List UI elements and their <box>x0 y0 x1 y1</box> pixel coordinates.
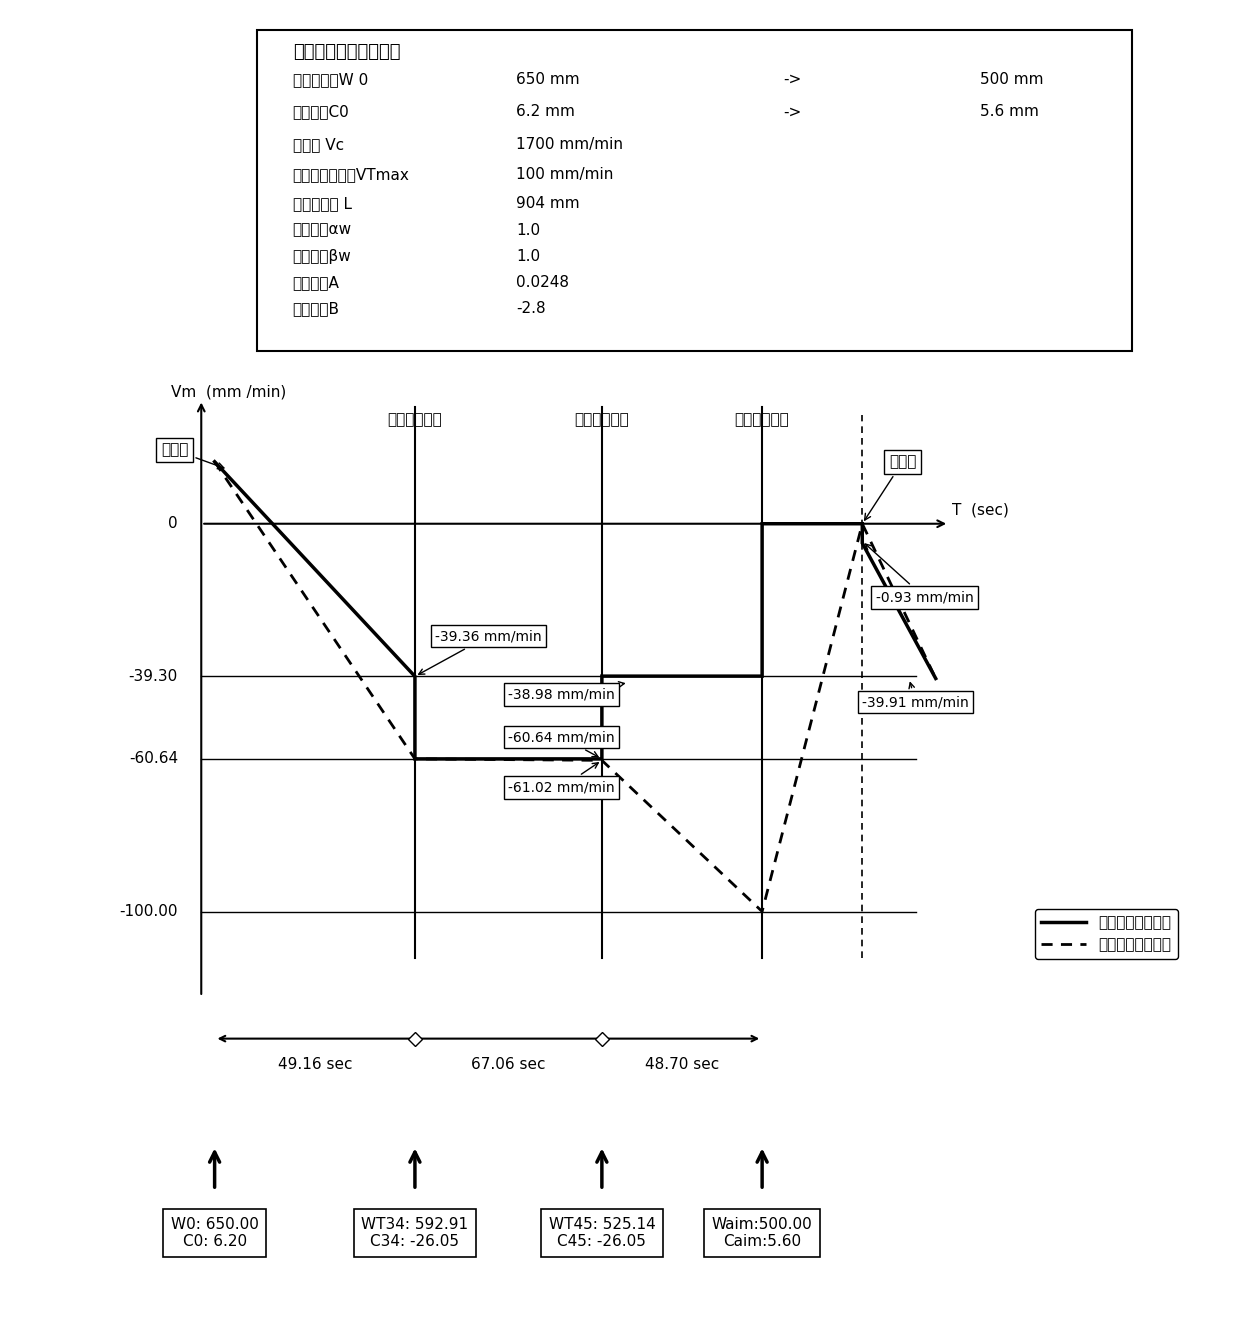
Legend: 调宽部件第一部分, 调宽部件第二部分: 调宽部件第一部分, 调宽部件第二部分 <box>1034 909 1178 959</box>
Text: 调宽系数A: 调宽系数A <box>293 274 340 290</box>
Text: WT34: 592.91
C34: -26.05: WT34: 592.91 C34: -26.05 <box>361 1216 469 1248</box>
Text: 6.2 mm: 6.2 mm <box>516 104 574 119</box>
Text: 48.70 sec: 48.70 sec <box>645 1057 719 1073</box>
Text: 径向速度最大值VTmax: 径向速度最大值VTmax <box>293 167 409 182</box>
Text: 0: 0 <box>169 516 177 531</box>
Text: 0.0248: 0.0248 <box>516 274 569 290</box>
Text: ->: -> <box>784 104 802 119</box>
Text: 1.0: 1.0 <box>516 249 539 264</box>
Text: 100 mm/min: 100 mm/min <box>516 167 614 182</box>
FancyBboxPatch shape <box>257 29 1132 352</box>
Text: 结晶器长度 L: 结晶器长度 L <box>293 197 352 211</box>
Text: 1700 mm/min: 1700 mm/min <box>516 138 622 153</box>
Text: -39.36 mm/min: -39.36 mm/min <box>419 629 542 674</box>
Text: 904 mm: 904 mm <box>516 197 579 211</box>
Text: 拉速值 Vc: 拉速值 Vc <box>293 138 343 153</box>
Text: Waim:500.00
Caim:5.60: Waim:500.00 Caim:5.60 <box>712 1216 812 1248</box>
Text: 开始点: 开始点 <box>161 443 224 468</box>
Text: 650 mm: 650 mm <box>516 72 579 87</box>
Text: -39.91 mm/min: -39.91 mm/min <box>862 682 968 709</box>
Text: -39.30: -39.30 <box>129 669 177 684</box>
Text: 初始锥度C0: 初始锥度C0 <box>293 104 350 119</box>
Text: W0: 650.00
C0: 6.20: W0: 650.00 C0: 6.20 <box>171 1216 259 1248</box>
Text: -38.98 mm/min: -38.98 mm/min <box>508 681 624 701</box>
Text: -2.8: -2.8 <box>516 301 546 316</box>
Text: 500 mm: 500 mm <box>980 72 1044 87</box>
Text: 调宽系数αw: 调宽系数αw <box>293 222 352 238</box>
Text: -60.64: -60.64 <box>129 752 177 767</box>
Text: 第三运动模式: 第三运动模式 <box>388 412 443 427</box>
Text: T  (sec): T (sec) <box>952 503 1009 518</box>
Text: -0.93 mm/min: -0.93 mm/min <box>866 545 973 605</box>
Text: -61.02 mm/min: -61.02 mm/min <box>508 763 615 795</box>
Text: 第四运动模式: 第四运动模式 <box>574 412 629 427</box>
Text: 长距调宽模式（调小）: 长距调宽模式（调小） <box>293 43 401 62</box>
Text: 调宽系数βw: 调宽系数βw <box>293 249 351 264</box>
Text: -60.64 mm/min: -60.64 mm/min <box>508 731 615 757</box>
Text: -100.00: -100.00 <box>119 904 177 919</box>
Text: 调宽系数B: 调宽系数B <box>293 301 340 316</box>
Text: WT45: 525.14
C45: -26.05: WT45: 525.14 C45: -26.05 <box>548 1216 655 1248</box>
Text: 第五运动模式: 第五运动模式 <box>735 412 790 427</box>
Text: 结束点: 结束点 <box>864 454 916 520</box>
Text: Vm  (mm /min): Vm (mm /min) <box>171 384 286 400</box>
Text: 初始半宽度W 0: 初始半宽度W 0 <box>293 72 368 87</box>
Text: 49.16 sec: 49.16 sec <box>278 1057 352 1073</box>
Text: ->: -> <box>784 72 802 87</box>
Text: 67.06 sec: 67.06 sec <box>471 1057 546 1073</box>
Text: 1.0: 1.0 <box>516 222 539 238</box>
Text: 5.6 mm: 5.6 mm <box>980 104 1039 119</box>
